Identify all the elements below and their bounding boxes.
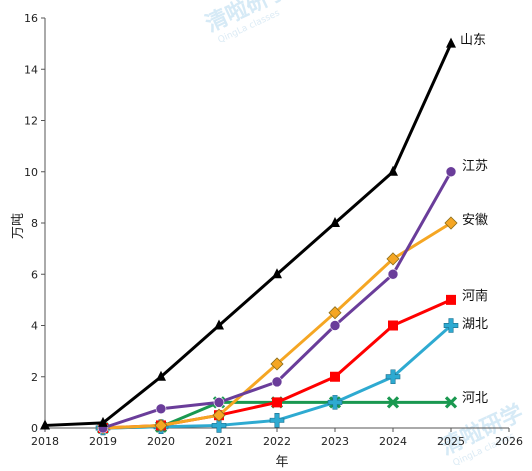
data-point	[272, 268, 282, 279]
series-line	[102, 221, 452, 430]
y-tick-label: 0	[31, 422, 38, 435]
x-tick-label: 2022	[263, 435, 291, 448]
data-point	[388, 320, 398, 331]
data-point	[270, 357, 284, 371]
data-point	[40, 419, 50, 430]
series-label: 江苏	[462, 158, 488, 174]
series-1	[40, 37, 456, 430]
x-tick-label: 2020	[147, 435, 175, 448]
x-tick-label: 2021	[205, 435, 233, 448]
series-label: 湖北	[462, 317, 488, 332]
data-point	[211, 418, 227, 433]
data-point	[212, 408, 226, 422]
data-point	[330, 217, 340, 227]
x-tick-label: 2026	[495, 435, 523, 448]
data-point	[386, 396, 400, 409]
x-tick-label: 2024	[379, 435, 407, 448]
data-point	[387, 268, 399, 280]
y-tick-label: 12	[24, 115, 38, 128]
y-axis-title: 万吨	[11, 213, 26, 239]
data-point	[156, 370, 166, 381]
y-tick-label: 14	[24, 63, 38, 76]
data-point	[386, 252, 400, 266]
x-tick-label: 2018	[31, 435, 59, 448]
data-point	[155, 403, 167, 415]
data-point	[213, 397, 225, 408]
x-tick-label: 2025	[437, 435, 465, 448]
data-point	[154, 418, 168, 433]
data-point	[446, 294, 456, 305]
y-ticks: 0 2 4 6 8 10 12 14 16	[24, 12, 45, 435]
series-label: 山东	[460, 33, 486, 48]
data-point	[214, 319, 224, 330]
data-point	[327, 395, 343, 410]
series-label: 安徽	[462, 213, 488, 228]
data-point	[385, 369, 401, 385]
y-tick-label: 10	[24, 166, 38, 179]
data-point	[330, 371, 340, 382]
data-point	[328, 306, 342, 320]
y-tick-label: 8	[31, 217, 38, 230]
series-label: 河南	[462, 288, 488, 304]
x-axis-title: 年	[275, 455, 288, 470]
series-group	[40, 37, 459, 436]
x-tick-label: 2023	[321, 435, 349, 448]
data-point	[444, 396, 458, 409]
data-point	[98, 416, 108, 427]
series-line	[102, 171, 453, 430]
data-point	[272, 397, 282, 408]
y-tick-label: 6	[31, 268, 38, 281]
y-tick-label: 2	[31, 371, 38, 384]
data-point	[269, 413, 285, 428]
data-point	[443, 318, 459, 333]
data-point	[329, 320, 341, 331]
data-point	[444, 216, 458, 230]
data-point	[446, 37, 456, 48]
data-point	[388, 165, 398, 176]
series-2	[97, 166, 457, 434]
x-tick-label: 2019	[89, 435, 117, 448]
y-tick-label: 16	[24, 12, 38, 25]
marker-stroke	[386, 396, 400, 409]
marker-stroke	[444, 396, 458, 409]
data-point	[271, 376, 283, 388]
series-line	[44, 43, 453, 427]
series-label: 河北	[462, 391, 488, 406]
data-point	[445, 166, 457, 178]
y-tick-label: 4	[31, 320, 38, 333]
